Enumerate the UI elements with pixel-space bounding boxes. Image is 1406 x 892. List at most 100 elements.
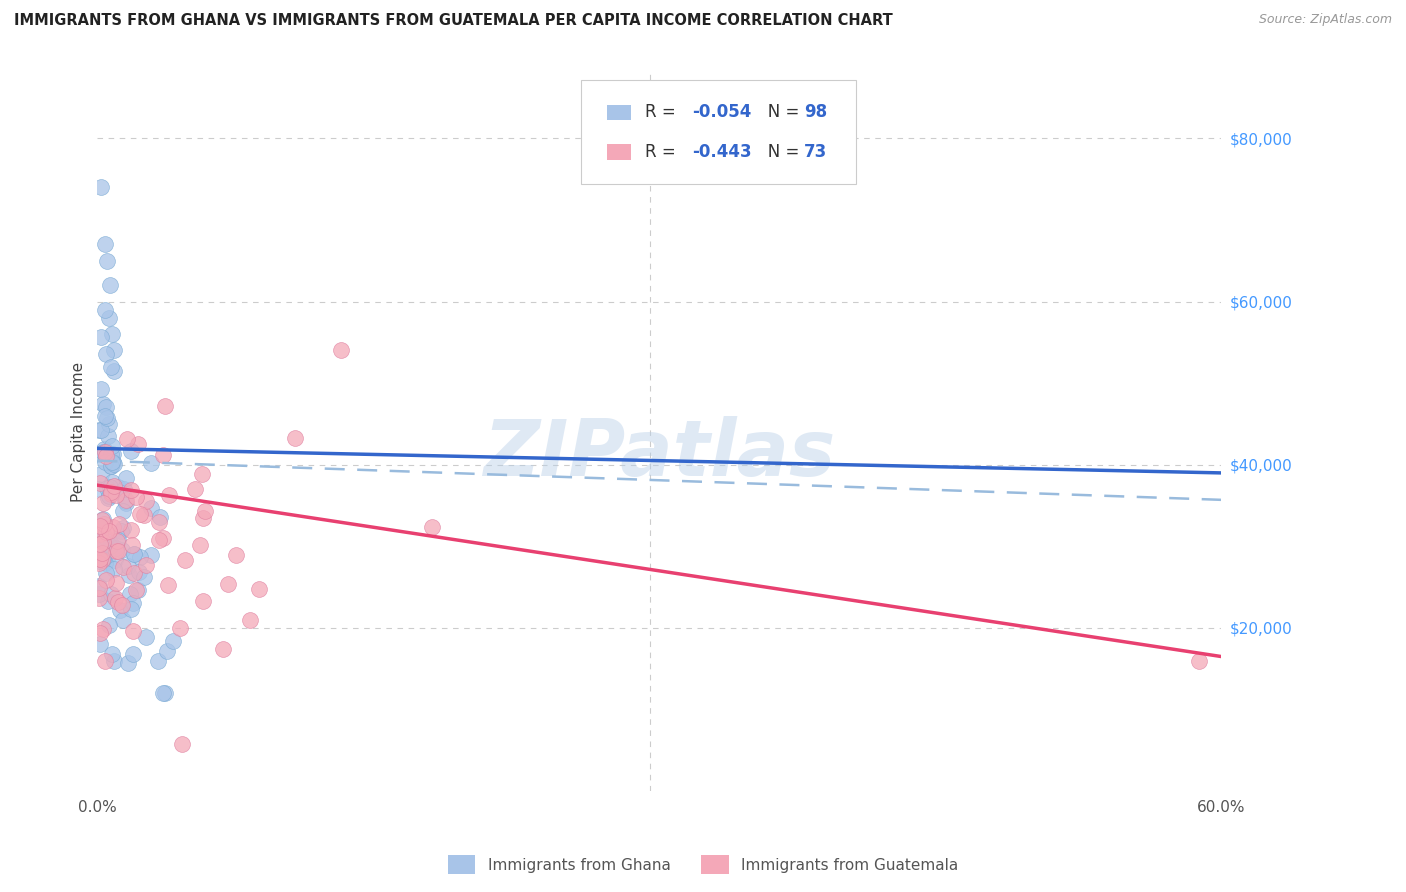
Point — [124, 490, 146, 504]
Point — [211, 641, 233, 656]
FancyBboxPatch shape — [606, 104, 631, 120]
Point — [153, 399, 176, 413]
Point — [100, 459, 122, 474]
Point — [108, 517, 131, 532]
Point — [141, 501, 163, 516]
Point — [90, 329, 112, 343]
Point — [149, 510, 172, 524]
Point — [90, 513, 112, 527]
Point — [104, 553, 127, 567]
Point — [90, 546, 112, 560]
Point — [159, 488, 181, 502]
Point — [122, 647, 145, 661]
Point — [100, 447, 122, 461]
Text: Source: ZipAtlas.com: Source: ZipAtlas.com — [1258, 13, 1392, 27]
Point — [94, 573, 117, 587]
Point — [1188, 654, 1211, 668]
Point — [93, 516, 115, 531]
Point — [91, 552, 114, 566]
Point — [103, 654, 125, 668]
Point — [225, 548, 247, 562]
Point — [100, 459, 122, 474]
Point — [117, 558, 139, 573]
Legend: Immigrants from Ghana, Immigrants from Guatemala: Immigrants from Ghana, Immigrants from G… — [441, 849, 965, 880]
Point — [89, 482, 111, 496]
Point — [93, 552, 115, 566]
Point — [105, 533, 128, 548]
Point — [114, 471, 136, 485]
Point — [89, 637, 111, 651]
Point — [105, 487, 128, 501]
Point — [284, 431, 307, 445]
Point — [94, 303, 117, 318]
Point — [104, 591, 127, 605]
Point — [239, 613, 262, 627]
Text: N =: N = — [752, 103, 804, 121]
Point — [89, 581, 111, 595]
Text: IMMIGRANTS FROM GHANA VS IMMIGRANTS FROM GUATEMALA PER CAPITA INCOME CORRELATION: IMMIGRANTS FROM GHANA VS IMMIGRANTS FROM… — [14, 13, 893, 29]
Point — [98, 618, 121, 632]
Point — [111, 542, 134, 557]
Point — [191, 594, 214, 608]
Point — [108, 603, 131, 617]
Point — [89, 556, 111, 570]
Point — [89, 625, 111, 640]
Point — [93, 409, 115, 423]
Point — [135, 558, 157, 572]
Text: 98: 98 — [804, 103, 828, 121]
Point — [89, 554, 111, 568]
Point — [120, 587, 142, 601]
Point — [98, 539, 121, 553]
Point — [134, 570, 156, 584]
Point — [91, 512, 114, 526]
Point — [128, 565, 150, 579]
Point — [103, 479, 125, 493]
Point — [107, 594, 129, 608]
Point — [148, 533, 170, 547]
Point — [132, 508, 155, 522]
Point — [152, 686, 174, 700]
Point — [98, 417, 121, 431]
Point — [97, 549, 120, 563]
Point — [103, 343, 125, 358]
FancyBboxPatch shape — [581, 80, 856, 185]
Text: 73: 73 — [804, 143, 828, 161]
Point — [103, 520, 125, 534]
Point — [93, 654, 115, 668]
Text: R =: R = — [645, 103, 681, 121]
Point — [100, 487, 122, 501]
Point — [170, 738, 193, 752]
Point — [101, 455, 124, 469]
Point — [420, 520, 443, 534]
Y-axis label: Per Capita Income: Per Capita Income — [72, 362, 86, 502]
Point — [94, 455, 117, 469]
Point — [115, 496, 138, 510]
Point — [139, 548, 162, 562]
Text: ZIPatlas: ZIPatlas — [484, 416, 835, 491]
Point — [100, 278, 122, 293]
Point — [111, 560, 134, 574]
Point — [127, 583, 149, 598]
Point — [89, 423, 111, 437]
Point — [105, 541, 128, 555]
Point — [120, 524, 142, 538]
Point — [89, 423, 111, 437]
Point — [97, 310, 120, 325]
Point — [100, 647, 122, 661]
Point — [91, 397, 114, 411]
Point — [115, 493, 138, 508]
Point — [127, 437, 149, 451]
Point — [94, 347, 117, 361]
Point — [117, 657, 139, 671]
Point — [91, 495, 114, 509]
Point — [103, 562, 125, 576]
Point — [100, 587, 122, 601]
Point — [120, 444, 142, 458]
Text: -0.054: -0.054 — [692, 103, 751, 121]
Point — [107, 479, 129, 493]
Point — [188, 538, 211, 552]
Point — [94, 531, 117, 545]
Point — [111, 504, 134, 518]
Point — [122, 547, 145, 561]
Point — [89, 526, 111, 541]
